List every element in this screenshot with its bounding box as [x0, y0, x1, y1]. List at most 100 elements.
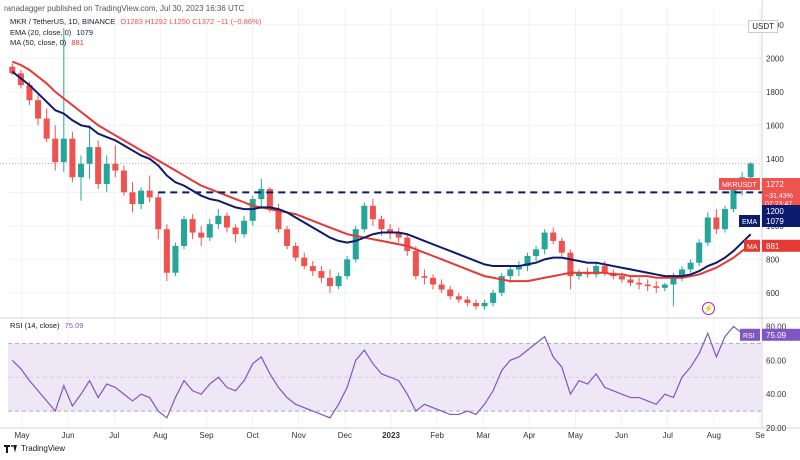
- price-tick-label: 1800: [766, 88, 784, 97]
- lightning-icon[interactable]: ⚡: [702, 302, 715, 315]
- rsi-line: [11, 325, 751, 419]
- candle-body: [77, 163, 84, 178]
- candle-body: [481, 302, 488, 307]
- candle-body: [301, 257, 308, 267]
- candle-body: [593, 266, 600, 275]
- candle-body: [120, 170, 127, 193]
- candle-body: [95, 147, 102, 184]
- time-tick-label: Se: [755, 431, 765, 440]
- footer-brand[interactable]: TradingView: [4, 444, 65, 453]
- price-tick-label: 600: [766, 289, 780, 298]
- ma-legend-label: MA (50, close, 0): [10, 38, 67, 47]
- publisher-header: ranadagger published on TradingView.com,…: [4, 4, 245, 13]
- candle-body: [704, 217, 711, 243]
- price-tick-label: 2000: [766, 54, 784, 63]
- time-tick-label: May: [568, 431, 583, 440]
- symbol-title[interactable]: MKR / TetherUS, 1D, BINANCE: [10, 17, 116, 26]
- ema-legend[interactable]: EMA (20, close, 0) 1079: [10, 28, 93, 38]
- rsi-tick-label: 60.00: [766, 356, 787, 365]
- candle-body: [687, 262, 694, 270]
- time-tick-label: Nov: [292, 431, 306, 440]
- candle-body: [129, 192, 136, 205]
- candle-body: [86, 147, 93, 164]
- ema-tag-value: 1079: [766, 217, 784, 226]
- candle-body: [318, 271, 325, 278]
- last-price-tag-label-bg: [719, 178, 760, 190]
- tradingview-logo-icon: [4, 444, 18, 453]
- candle-body: [541, 232, 548, 250]
- candle-body: [344, 259, 351, 277]
- candle-body: [438, 284, 445, 290]
- time-tick-label: Jul: [663, 431, 673, 440]
- rsi-tag-label-bg: [740, 328, 760, 341]
- ma-legend-value: 881: [71, 38, 84, 47]
- candle-body: [163, 229, 170, 273]
- candle-body: [378, 219, 385, 230]
- candle-body: [335, 276, 342, 287]
- candle-body: [112, 163, 119, 171]
- candle-body: [533, 249, 540, 256]
- ma-tag-label: MA: [747, 244, 758, 251]
- ema-legend-value: 1079: [76, 28, 94, 37]
- candle-body: [430, 277, 437, 285]
- last-price-tag-value-bg: [762, 178, 800, 190]
- candle-body: [464, 299, 471, 303]
- rsi-legend-label: RSI (14, close): [10, 321, 60, 330]
- candle-body: [550, 232, 557, 241]
- rsi-tick-label: 40.00: [766, 390, 787, 399]
- ma-legend[interactable]: MA (50, close, 0) 881: [10, 38, 84, 48]
- candle-body: [369, 205, 376, 220]
- rsi-tick-label: 20.00: [766, 424, 787, 433]
- candle-body: [567, 252, 574, 277]
- candle-body: [498, 276, 505, 293]
- rsi-tag-value: 75.09: [766, 331, 787, 340]
- currency-unit-button[interactable]: USDT: [748, 20, 778, 33]
- candle-body: [155, 197, 162, 230]
- ema-tag-label: EMA: [742, 219, 758, 226]
- time-tick-label: Jul: [109, 431, 119, 440]
- candle-body: [292, 245, 299, 258]
- time-tick-label: Aug: [153, 431, 167, 440]
- candle-body: [138, 190, 145, 205]
- time-tick-label: 2023: [382, 431, 400, 440]
- last-price-extra-bg: [762, 190, 800, 208]
- time-tick-label: Jun: [62, 431, 75, 440]
- time-tick-label: Mar: [476, 431, 490, 440]
- ma-tag-value-bg: [762, 239, 800, 252]
- rsi-tag-value-bg: [762, 328, 800, 341]
- footer-brand-label: TradingView: [21, 444, 66, 453]
- ema-tag-label-bg: [739, 215, 760, 227]
- candle-body: [421, 276, 428, 278]
- rsi-tick-label: 80.00: [766, 322, 787, 331]
- candle-body: [266, 188, 273, 210]
- candle-body: [275, 209, 282, 230]
- time-tick-label: Aug: [707, 431, 721, 440]
- candle-body: [455, 296, 462, 300]
- candle-body: [515, 266, 522, 270]
- price-tick-label: 1400: [766, 155, 784, 164]
- candle-body: [69, 138, 76, 178]
- time-tick-label: May: [14, 431, 29, 440]
- candle-body: [721, 209, 728, 230]
- candle-body: [730, 188, 737, 210]
- time-tick-label: Feb: [430, 431, 444, 440]
- candle-body: [575, 272, 582, 277]
- time-tick-label: Sep: [199, 431, 214, 440]
- candle-body: [223, 215, 230, 228]
- candle-body: [644, 284, 651, 287]
- candle-body: [361, 205, 368, 230]
- candle-body: [181, 219, 188, 246]
- candle-body: [670, 277, 677, 285]
- ma-tag-value: 881: [766, 242, 780, 251]
- candle-body: [447, 289, 454, 297]
- candle-body: [206, 224, 213, 238]
- time-tick-label: Oct: [246, 431, 259, 440]
- candle-body: [309, 266, 316, 272]
- rsi-legend[interactable]: RSI (14, close) 75.09: [10, 321, 83, 330]
- candle-body: [43, 118, 50, 139]
- candle-body: [618, 276, 625, 280]
- candle-body: [661, 284, 668, 288]
- candle-body: [189, 219, 196, 233]
- ma-tag-label-bg: [744, 239, 760, 252]
